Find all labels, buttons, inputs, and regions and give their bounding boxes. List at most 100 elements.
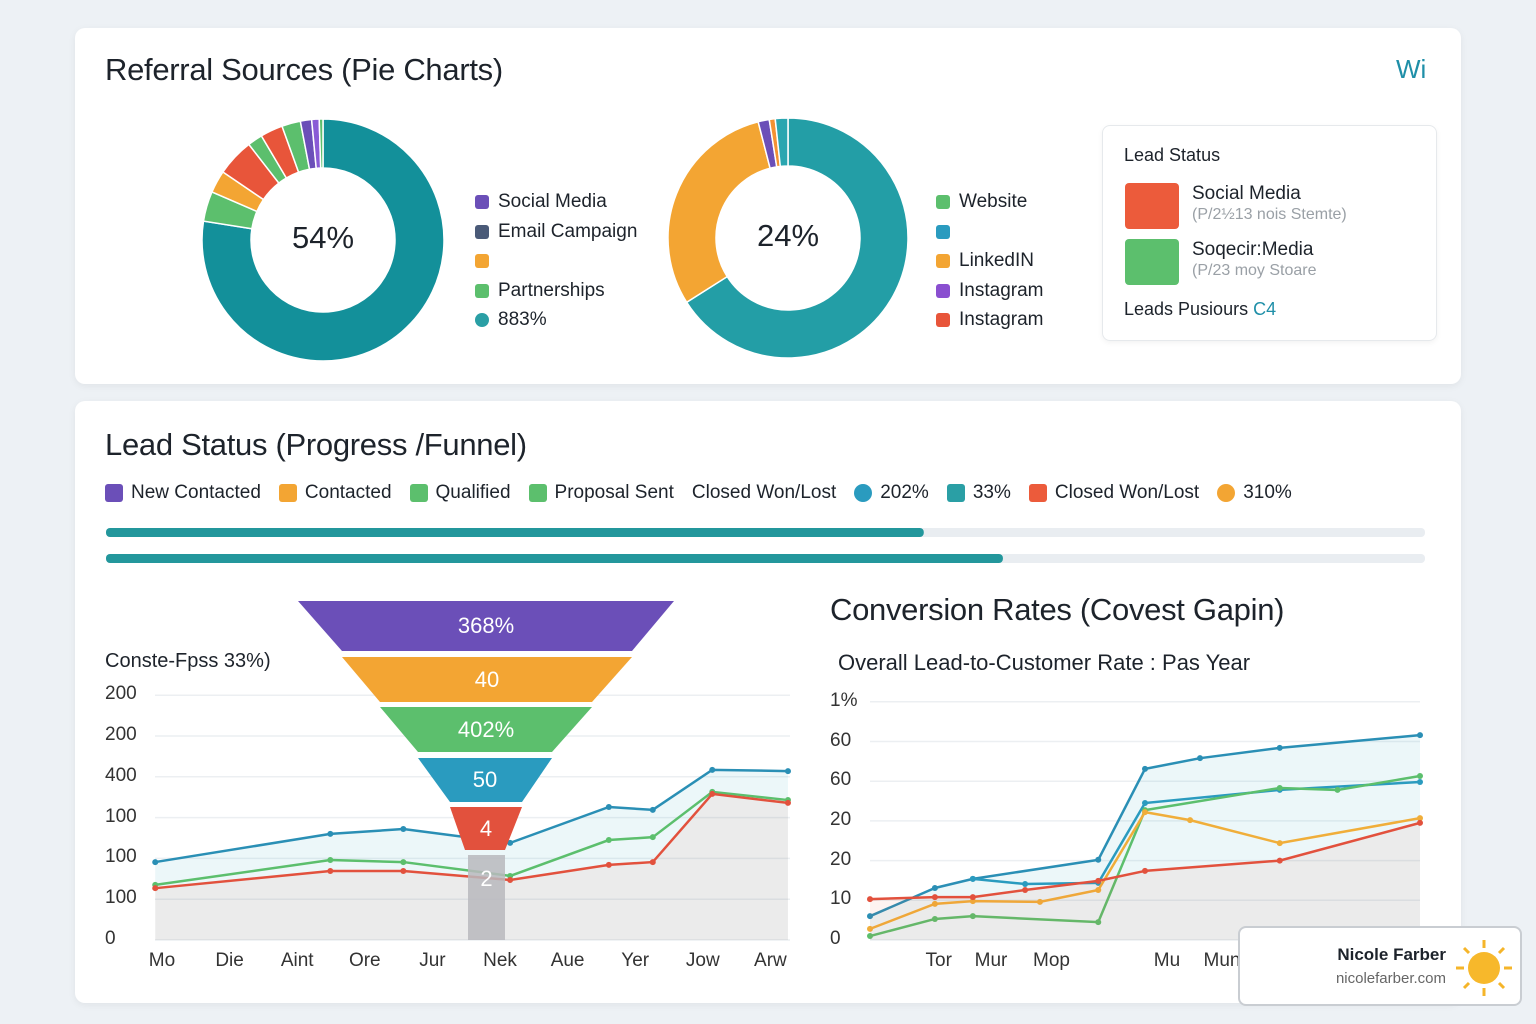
legend-marker <box>936 224 950 239</box>
funnel-stage <box>450 807 522 850</box>
funnel-stage-label: 50 <box>472 767 498 792</box>
data-point <box>507 877 514 884</box>
legend-label: 883% <box>498 309 547 330</box>
y-tick-label: 20 <box>830 808 852 830</box>
data-point <box>867 913 873 920</box>
pie-slice <box>667 120 772 304</box>
series-area <box>155 769 788 940</box>
legend-label: 310% <box>1243 482 1292 503</box>
data-point <box>931 884 938 891</box>
corner-text[interactable]: Wi <box>1396 54 1427 84</box>
series-line <box>869 774 1421 938</box>
legend-marker <box>475 195 489 209</box>
data-point <box>1417 778 1423 785</box>
progress-fill <box>106 554 1003 563</box>
conversion-subtitle: Overall Lead-to-Customer Rate : Pas Year <box>838 650 1251 675</box>
data-point <box>1417 732 1423 739</box>
legend-label: Closed Won/Lost <box>1054 482 1200 503</box>
data-point <box>152 859 159 866</box>
x-tick-label: Tor <box>925 950 952 971</box>
legend-label: LinkedIN <box>959 250 1034 271</box>
data-point <box>1142 809 1148 816</box>
data-point <box>1142 867 1148 874</box>
legend-marker <box>278 484 297 502</box>
funnel-stage-label: 368% <box>457 613 515 638</box>
funnel-stage-label: 4 <box>479 815 493 841</box>
funnel-stage-label: 402% <box>457 716 515 742</box>
lead-status-title: Lead Status <box>1124 145 1221 165</box>
data-point <box>1417 819 1423 826</box>
legend-item: 310% <box>1217 482 1292 504</box>
y-tick-label: 100 <box>105 846 137 868</box>
watermark-url: nicolefarber.com <box>1335 970 1446 987</box>
legend-label: Partnerships <box>498 279 605 301</box>
legend-label: 33% <box>972 482 1011 503</box>
pie-slice <box>685 117 909 359</box>
pie-center-label: 24% <box>756 218 820 253</box>
status-swatch <box>1125 239 1179 285</box>
data-point <box>400 859 407 866</box>
y-tick-label: 200 <box>105 724 137 745</box>
leads-footer: Leads Pusiours C4 <box>1124 299 1276 320</box>
data-point <box>1036 898 1043 905</box>
data-point <box>1187 817 1194 824</box>
leads-footer-label: Leads Pusiours <box>1124 299 1249 319</box>
data-point <box>649 859 656 866</box>
legend-item: Closed Won/Lost <box>1028 482 1200 504</box>
data-point <box>709 790 716 797</box>
data-point <box>1095 919 1102 926</box>
pie-slice <box>201 118 445 362</box>
legend-marker <box>946 484 965 502</box>
legend-marker <box>936 283 950 298</box>
series-area <box>870 735 1420 940</box>
watermark-name: Nicole Farber <box>1337 945 1446 964</box>
data-point <box>1142 765 1148 772</box>
data-point <box>507 839 514 846</box>
data-point <box>1276 840 1283 847</box>
x-tick-label: Arw <box>754 950 787 971</box>
x-tick-label: Mur <box>974 950 1008 971</box>
series-line <box>155 768 788 864</box>
data-point <box>327 830 334 837</box>
status-label: Soqecir:Media <box>1192 239 1314 260</box>
card-title: Lead Status (Progress /Funnel) <box>105 427 527 462</box>
legend-marker <box>1217 484 1236 502</box>
data-point <box>605 837 612 844</box>
funnel-stage <box>418 758 552 802</box>
leads-footer-value: C4 <box>1253 299 1277 319</box>
legend-marker <box>475 313 489 327</box>
y-tick-label: 400 <box>105 764 137 786</box>
data-point <box>784 768 791 775</box>
data-point <box>931 915 938 922</box>
funnel-stage <box>342 657 632 702</box>
y-tick-label: 100 <box>105 887 137 909</box>
watermark[interactable]: Nicole Farber nicolefarber.com <box>1238 926 1522 1006</box>
legend-item: Proposal Sent <box>528 482 674 504</box>
status-label: Social Media <box>1192 183 1301 204</box>
legend-marker <box>936 195 950 209</box>
data-point <box>784 799 791 806</box>
legend-label: New Contacted <box>131 482 261 503</box>
legend-label: Social Media <box>498 191 607 212</box>
x-tick-label: Jow <box>685 950 720 971</box>
x-tick-label: Aue <box>550 950 585 971</box>
legend-label: Qualified <box>435 482 511 503</box>
data-point <box>969 913 976 920</box>
x-tick-label: Nek <box>483 950 517 971</box>
data-point <box>709 766 716 773</box>
series-line <box>869 821 1421 901</box>
data-point <box>605 803 612 810</box>
data-point <box>649 806 656 813</box>
legend-item: Closed Won/Lost <box>692 482 836 504</box>
x-tick-label: Aint <box>280 950 314 971</box>
pie-center-label: 54% <box>291 220 355 255</box>
card-title: Referral Sources (Pie Charts) <box>105 52 503 87</box>
status-swatch <box>1125 183 1179 229</box>
funnel-stage <box>298 601 674 651</box>
x-tick-label: Die <box>215 950 244 971</box>
data-point <box>867 896 873 903</box>
y-tick-label: 20 <box>830 848 852 870</box>
data-point <box>1022 886 1029 893</box>
legend-marker <box>475 283 489 298</box>
